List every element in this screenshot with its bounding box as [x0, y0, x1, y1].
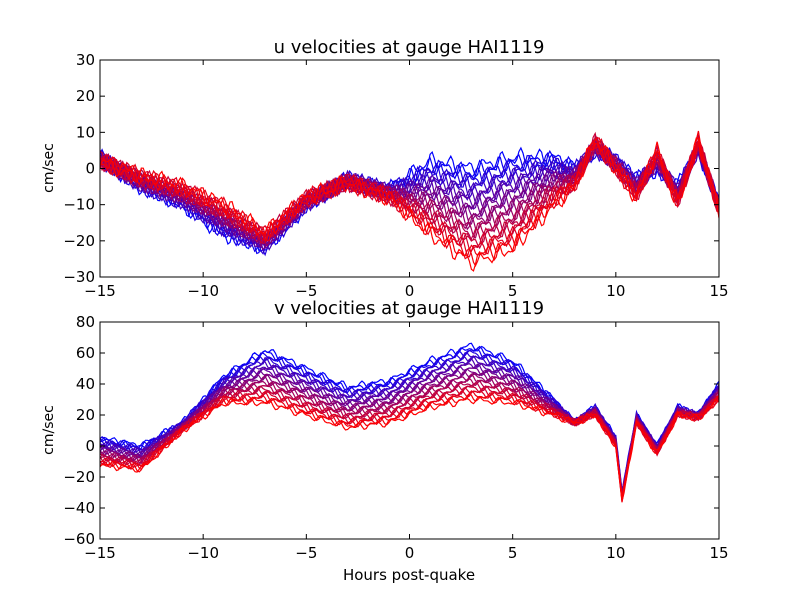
v-y-tick-label: −20 — [63, 468, 95, 486]
v-x-tick-label: −15 — [84, 544, 116, 562]
u-x-tick-label: −15 — [84, 282, 116, 300]
u-y-tick-label: −30 — [63, 268, 95, 286]
v-x-axis-label: Hours post-quake — [343, 566, 475, 584]
u-y-tick-label: −20 — [63, 232, 95, 250]
u-y-tick-label: −10 — [63, 196, 95, 214]
u-y-tick-label: 0 — [85, 160, 95, 178]
v-y-tick-label: 40 — [76, 375, 95, 393]
v-ticks-group: −15 −10 −5 0 5 10 15 −60 −40 −20 0 20 40 60 80 — [63, 313, 728, 562]
u-ticks-group: −15 −10 −5 0 5 10 15 −30 −20 −10 0 10 20 30 — [63, 51, 728, 300]
v-y-tick-label: 80 — [76, 313, 95, 331]
v-chart-title: v velocities at gauge HAI1119 — [274, 298, 544, 319]
v-plot-frame — [99, 321, 720, 540]
u-velocity-panel: u velocities at gauge HAI1119 cm/sec −15… — [41, 37, 729, 300]
v-velocity-panel: v velocities at gauge HAI1119 cm/sec Hou… — [41, 298, 729, 584]
u-series-line — [100, 137, 719, 272]
u-chart-title: u velocities at gauge HAI1119 — [274, 37, 545, 58]
v-y-axis-label: cm/sec — [41, 405, 57, 455]
u-x-tick-label: 10 — [606, 282, 625, 300]
u-x-tick-label: −10 — [187, 282, 219, 300]
v-series-group — [100, 342, 719, 503]
v-x-tick-label: −5 — [295, 544, 317, 562]
u-series-group — [100, 130, 719, 272]
v-y-tick-label: 20 — [76, 406, 95, 424]
v-x-tick-label: 10 — [606, 544, 625, 562]
u-x-tick-label: 5 — [508, 282, 518, 300]
u-series-line — [100, 136, 719, 260]
v-y-tick-label: 60 — [76, 344, 95, 362]
v-y-tick-label: −60 — [63, 530, 95, 548]
v-y-tick-label: 0 — [85, 437, 95, 455]
v-y-tick-label: −40 — [63, 499, 95, 517]
u-x-tick-label: −5 — [295, 282, 317, 300]
u-y-axis-label: cm/sec — [41, 143, 57, 193]
v-x-tick-label: 5 — [508, 544, 518, 562]
v-x-tick-label: 15 — [709, 544, 728, 562]
u-y-tick-label: 30 — [76, 51, 95, 69]
v-x-tick-label: −10 — [187, 544, 219, 562]
v-series-line — [100, 396, 719, 500]
u-x-tick-label: 15 — [709, 282, 728, 300]
u-x-tick-label: 0 — [405, 282, 415, 300]
u-y-tick-label: 20 — [76, 87, 95, 105]
v-x-tick-label: 0 — [405, 544, 415, 562]
u-y-tick-label: 10 — [76, 123, 95, 141]
